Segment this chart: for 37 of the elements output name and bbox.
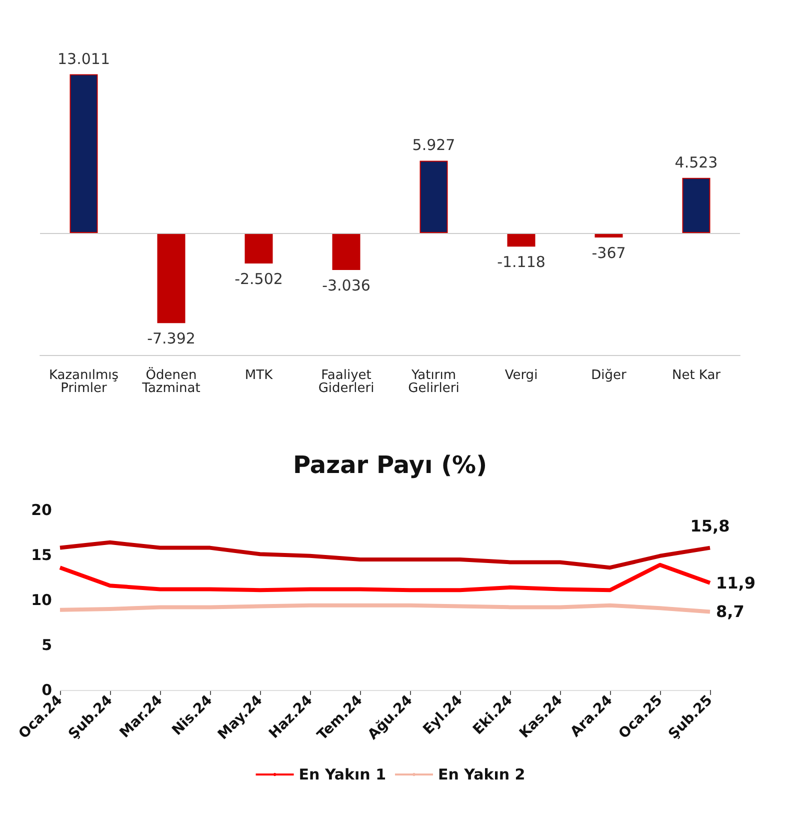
bar xyxy=(157,233,186,324)
y-tick-label: 5 xyxy=(42,636,52,654)
data-label: -3.036 xyxy=(322,276,370,295)
bar xyxy=(244,233,273,264)
legend-label: En Yakın 1 xyxy=(298,766,386,784)
line-series xyxy=(58,540,712,570)
bar xyxy=(682,178,710,233)
legend-label: En Yakın 2 xyxy=(438,766,526,784)
y-tick-label: 20 xyxy=(31,501,52,519)
data-label: -1.118 xyxy=(497,253,546,272)
data-label: 11,9 xyxy=(716,573,756,592)
data-label: 5.927 xyxy=(412,136,456,154)
bar xyxy=(420,160,448,233)
data-label: 8,7 xyxy=(716,602,744,622)
x-tick-label: Vergi xyxy=(504,368,538,383)
data-label: -2.502 xyxy=(234,270,283,288)
data-label: -7.392 xyxy=(147,330,196,348)
data-label: -367 xyxy=(592,244,626,262)
x-tick-label: Faaliyet Giderleri xyxy=(318,368,374,396)
y-tick-label: 0 xyxy=(42,681,52,699)
chart-title: Pazar Payı (%) xyxy=(292,451,488,479)
x-tick-label: Diğer xyxy=(591,368,628,383)
x-tick-label: Ödenen Tazminat xyxy=(141,367,200,396)
x-tick-label: MTK xyxy=(244,368,274,383)
bar xyxy=(70,74,98,233)
line-series xyxy=(58,562,712,592)
line-series xyxy=(58,603,712,614)
data-label: 4.523 xyxy=(674,153,718,172)
data-label: 15,8 xyxy=(690,516,730,536)
x-tick-label: Yatırım Gelirleri xyxy=(408,368,460,396)
y-tick-label: 15 xyxy=(31,546,52,564)
y-tick-label: 10 xyxy=(31,591,52,609)
data-label: 13.011 xyxy=(58,50,110,68)
bar xyxy=(507,233,536,247)
bar xyxy=(332,233,360,270)
x-tick-label: Kazanılmış Primler xyxy=(48,368,119,396)
x-tick-label: Net Kar xyxy=(672,368,722,383)
